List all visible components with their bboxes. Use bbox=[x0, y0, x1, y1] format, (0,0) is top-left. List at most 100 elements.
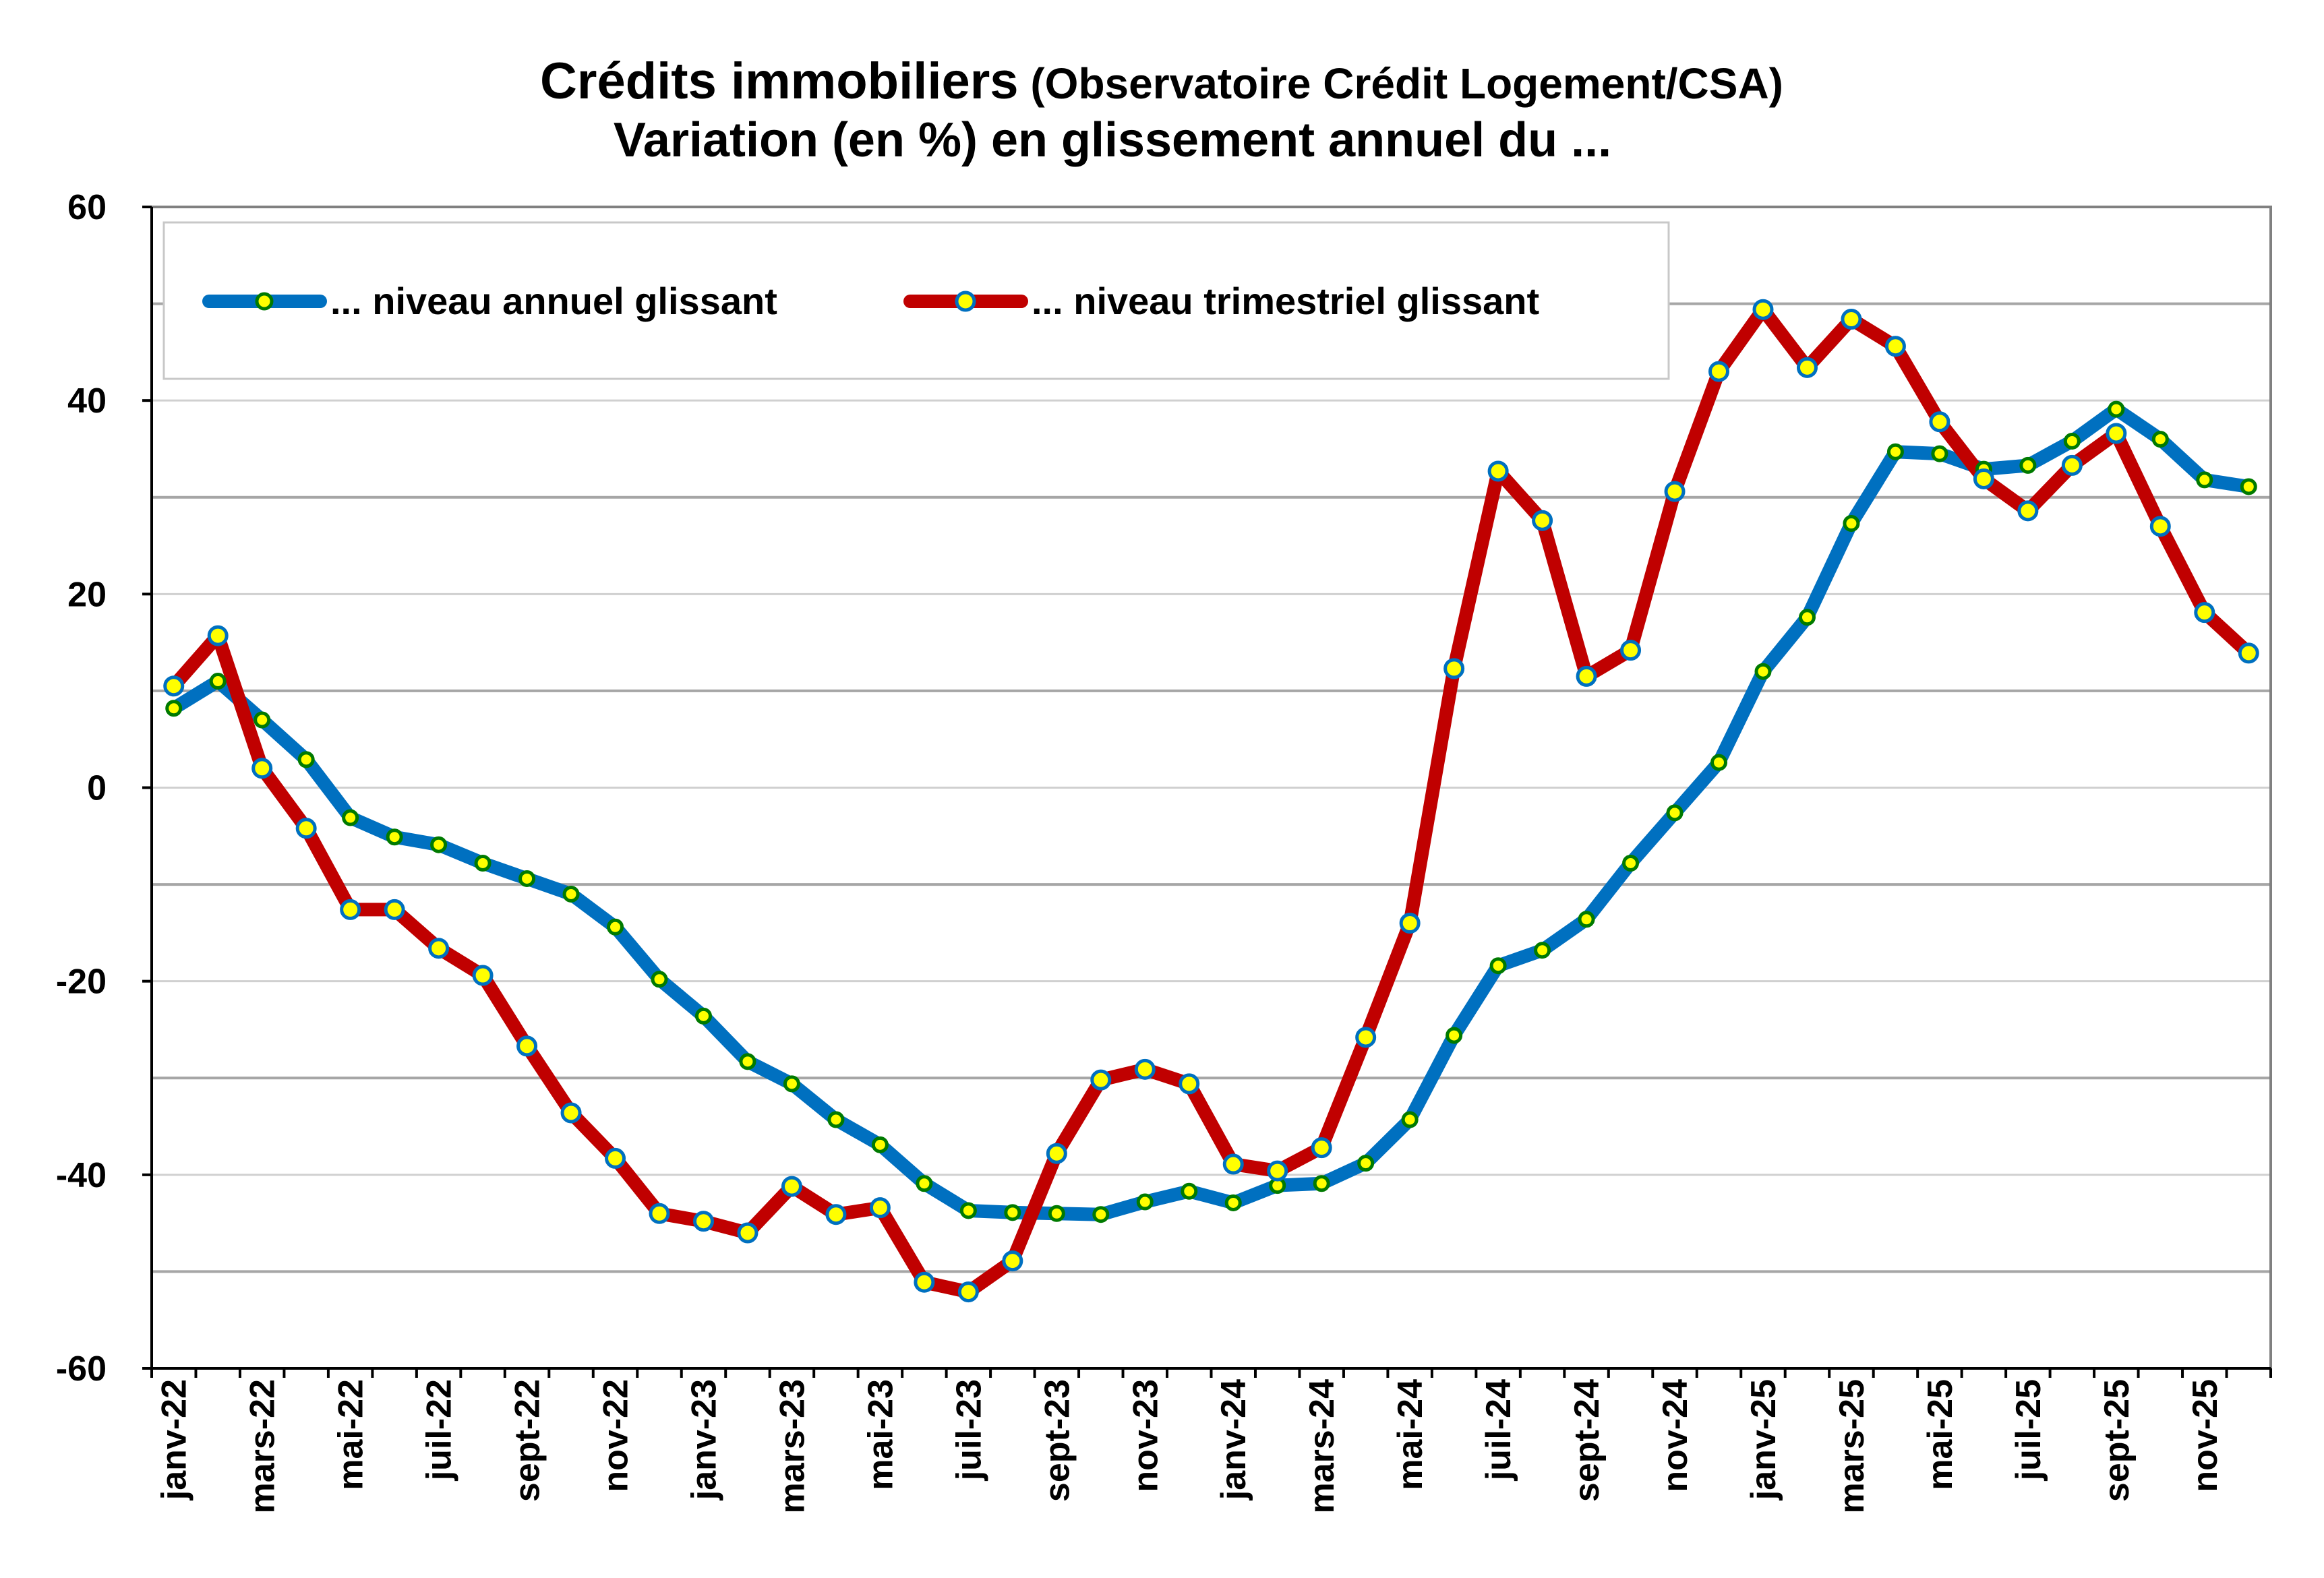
data-point-trimestriel bbox=[781, 1176, 802, 1197]
data-point-trimestriel bbox=[1487, 460, 1509, 482]
data-point-annuel bbox=[1534, 942, 1551, 959]
data-point-trimestriel bbox=[251, 758, 273, 779]
y-tick-label: 60 bbox=[67, 188, 107, 227]
x-tick-label: mars-24 bbox=[1303, 1379, 1342, 1514]
data-point-annuel bbox=[342, 809, 359, 826]
data-point-annuel bbox=[165, 700, 183, 717]
chart-title-source: (Observatoire Crédit Logement/CSA) bbox=[1019, 59, 1783, 108]
x-tick-label: juil-25 bbox=[2009, 1379, 2048, 1481]
data-point-trimestriel bbox=[1311, 1137, 1332, 1159]
data-point-annuel bbox=[1798, 609, 1816, 626]
data-point-trimestriel bbox=[692, 1211, 714, 1232]
y-tick-label: 40 bbox=[67, 382, 107, 421]
data-point-annuel bbox=[297, 751, 315, 768]
x-tick-label: mai-22 bbox=[332, 1379, 371, 1490]
y-tick-label: -40 bbox=[56, 1156, 107, 1195]
data-point-trimestriel bbox=[825, 1204, 847, 1225]
x-tick-label: janv-24 bbox=[1214, 1379, 1253, 1500]
data-point-trimestriel bbox=[340, 899, 361, 920]
data-point-trimestriel bbox=[472, 965, 494, 986]
data-point-trimestriel bbox=[163, 675, 185, 697]
data-point-trimestriel bbox=[605, 1147, 626, 1169]
data-point-trimestriel bbox=[957, 1281, 979, 1303]
data-point-annuel bbox=[562, 885, 580, 903]
data-point-annuel bbox=[1357, 1155, 1375, 1172]
y-tick-label: 20 bbox=[67, 575, 107, 614]
data-point-annuel bbox=[1092, 1206, 1110, 1223]
data-point-annuel bbox=[474, 854, 491, 872]
data-point-trimestriel bbox=[1796, 357, 1818, 378]
y-tick-label: 0 bbox=[87, 769, 107, 808]
chart-title-main: Crédits immobiliers bbox=[540, 53, 1019, 110]
data-point-trimestriel bbox=[2149, 516, 2171, 537]
data-point-trimestriel bbox=[649, 1203, 670, 1224]
legend-marker-trimestriel bbox=[955, 291, 976, 312]
data-point-trimestriel bbox=[1267, 1160, 1288, 1182]
data-point-trimestriel bbox=[1046, 1143, 1067, 1164]
data-point-annuel bbox=[1578, 911, 1595, 928]
data-point-annuel bbox=[1754, 663, 1772, 680]
x-tick-label: sept-22 bbox=[508, 1379, 547, 1502]
data-point-trimestriel bbox=[516, 1035, 538, 1057]
data-point-trimestriel bbox=[560, 1102, 582, 1124]
x-tick-label: nov-23 bbox=[1126, 1379, 1165, 1492]
data-point-annuel bbox=[694, 1007, 712, 1025]
x-tick-label: juil-22 bbox=[420, 1379, 459, 1481]
data-point-trimestriel bbox=[1443, 658, 1465, 679]
x-tick-label: mai-23 bbox=[861, 1379, 900, 1490]
data-point-trimestriel bbox=[869, 1197, 891, 1219]
data-point-trimestriel bbox=[2238, 642, 2259, 664]
data-point-annuel bbox=[871, 1136, 889, 1153]
data-point-annuel bbox=[254, 711, 271, 729]
x-tick-label: juil-24 bbox=[1479, 1379, 1518, 1481]
x-tick-label: sept-24 bbox=[1568, 1379, 1607, 1502]
data-point-trimestriel bbox=[1620, 640, 1642, 661]
data-point-trimestriel bbox=[1355, 1027, 1377, 1048]
data-point-annuel bbox=[2019, 456, 2037, 474]
data-point-annuel bbox=[2108, 400, 2125, 418]
data-point-trimestriel bbox=[1929, 411, 1950, 433]
data-point-trimestriel bbox=[1134, 1058, 1156, 1080]
x-tick-label: janv-23 bbox=[684, 1379, 723, 1500]
data-point-annuel bbox=[1181, 1182, 1198, 1200]
data-point-trimestriel bbox=[1576, 665, 1597, 687]
data-point-trimestriel bbox=[1002, 1250, 1023, 1272]
series-line-trimestriel bbox=[167, 303, 2256, 1299]
data-point-annuel bbox=[959, 1202, 977, 1219]
x-tick-label: juil-23 bbox=[949, 1379, 988, 1481]
data-point-annuel bbox=[1004, 1204, 1021, 1221]
data-point-annuel bbox=[2240, 478, 2257, 495]
data-point-annuel bbox=[386, 828, 403, 846]
x-axis-ticks: janv-22 mars-22 mai-22 juil-22 sept-22 nov-22… bbox=[150, 1368, 2272, 1514]
x-tick-label: janv-22 bbox=[155, 1379, 194, 1500]
data-point-trimestriel bbox=[1884, 336, 1906, 357]
y-axis-ticks: 60 40 20 0 -20 -40 -60 bbox=[56, 188, 152, 1389]
data-point-trimestriel bbox=[1752, 299, 1774, 320]
data-point-annuel bbox=[2063, 432, 2081, 450]
series-layer bbox=[163, 299, 2259, 1303]
y-tick-label: -20 bbox=[56, 963, 107, 1002]
data-point-trimestriel bbox=[428, 938, 450, 959]
data-point-trimestriel bbox=[2106, 423, 2127, 444]
x-tick-label: mai-24 bbox=[1391, 1379, 1430, 1490]
legend-label-trimestriel: ... niveau trimestriel glissant bbox=[1032, 280, 1539, 322]
data-point-trimestriel bbox=[1222, 1153, 1244, 1175]
data-point-annuel bbox=[209, 673, 227, 690]
data-point-trimestriel bbox=[1179, 1073, 1200, 1095]
x-tick-label: mars-22 bbox=[243, 1379, 282, 1513]
data-point-annuel bbox=[1886, 443, 1904, 460]
x-tick-label: sept-25 bbox=[2097, 1379, 2137, 1502]
x-tick-label: mars-23 bbox=[773, 1379, 812, 1513]
data-point-annuel bbox=[1931, 445, 1948, 462]
data-point-annuel bbox=[2196, 471, 2213, 489]
data-point-annuel bbox=[1224, 1194, 1242, 1211]
data-point-annuel bbox=[1843, 515, 1860, 533]
data-point-trimestriel bbox=[914, 1271, 935, 1293]
data-point-trimestriel bbox=[1708, 361, 1730, 382]
data-point-trimestriel bbox=[1090, 1069, 1112, 1091]
x-tick-label: mai-25 bbox=[1921, 1379, 1960, 1490]
data-point-annuel bbox=[1666, 804, 1684, 822]
data-point-annuel bbox=[430, 836, 448, 853]
data-point-annuel bbox=[1622, 854, 1640, 872]
data-point-trimestriel bbox=[207, 625, 229, 646]
